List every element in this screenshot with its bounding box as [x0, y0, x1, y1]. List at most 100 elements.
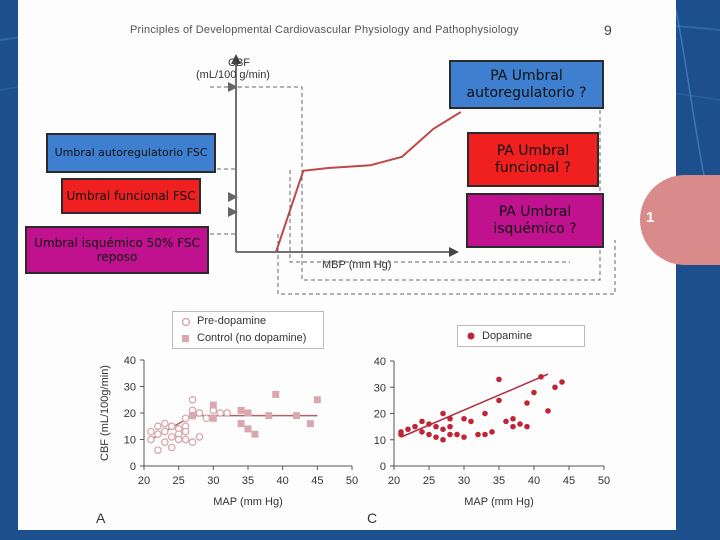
- callout-functional-left: Umbral funcional FSC: [61, 178, 201, 214]
- data-point-dopamine: [454, 431, 460, 438]
- y-tick-label: 30: [374, 382, 386, 394]
- data-point-pre-dopamine: [147, 435, 155, 444]
- data-point-pre-dopamine: [181, 435, 190, 444]
- fit-line: [400, 373, 549, 438]
- data-point-dopamine: [447, 431, 453, 438]
- data-point-control: [293, 412, 301, 420]
- y-tick-label: 30: [124, 382, 136, 394]
- y-tick-label: 20: [124, 408, 136, 420]
- data-point-dopamine: [447, 423, 453, 430]
- data-point-dopamine: [419, 418, 425, 425]
- y-tick-label: 0: [130, 461, 136, 473]
- top-ylabel-line2: (mL/100 g/min): [196, 69, 270, 81]
- data-point-pre-dopamine: [167, 422, 176, 431]
- data-point-pre-dopamine: [154, 446, 162, 454]
- x-tick-label: 25: [173, 475, 185, 487]
- data-point-pre-dopamine: [167, 432, 176, 441]
- callout-autoreg-right-text: PA Umbral autoregulatorio ?: [466, 67, 587, 101]
- top-y-arrow: [231, 54, 241, 64]
- y-tick-label: 20: [374, 409, 386, 421]
- y-tick-label: 10: [374, 435, 386, 447]
- data-point-dopamine: [503, 418, 509, 425]
- callout-ischemic-left: Umbral isquémico 50% FSC reposo: [25, 226, 209, 274]
- data-point-dopamine: [398, 431, 404, 438]
- data-point-dopamine: [510, 415, 516, 422]
- data-point-control: [237, 420, 245, 428]
- data-point-pre-dopamine: [195, 409, 204, 417]
- data-point-pre-dopamine: [181, 414, 190, 423]
- data-point-control: [189, 412, 197, 420]
- panel-c-label: C: [367, 510, 378, 526]
- x-tick-label: 30: [458, 475, 470, 487]
- panel-a-label: A: [96, 510, 106, 526]
- data-point-dopamine: [496, 397, 502, 404]
- legend-panel-c: Dopamine: [457, 325, 585, 347]
- chapter-tab-number: 1: [646, 209, 655, 226]
- legend-control: Control (no dopamine): [197, 332, 307, 344]
- data-point-control: [209, 414, 217, 422]
- dashed-ischemic: [210, 233, 616, 295]
- legend-dopamine: Dopamine: [482, 330, 533, 342]
- x-tick-label: 25: [423, 475, 435, 487]
- legend-panel-a: Pre-dopamine Control (no dopamine): [172, 311, 324, 349]
- data-point-pre-dopamine: [181, 427, 190, 436]
- callout-ischemic-left-text: Umbral isquémico 50% FSC reposo: [34, 235, 200, 264]
- data-point-pre-dopamine: [195, 432, 204, 441]
- data-point-control: [272, 390, 280, 398]
- x-tick-label: 35: [493, 475, 505, 487]
- data-point-pre-dopamine: [202, 414, 211, 423]
- data-point-dopamine: [482, 410, 488, 417]
- legend-square-icon: [182, 335, 189, 342]
- data-point-control: [237, 406, 245, 414]
- top-ylabel-line1: CBF: [228, 57, 250, 69]
- data-point-pre-dopamine: [154, 430, 162, 439]
- x-axis-label: MAP (mm Hg): [213, 496, 282, 508]
- data-point-dopamine: [440, 436, 446, 443]
- legend-filled-circle-icon: [467, 332, 475, 340]
- data-point-pre-dopamine: [188, 395, 197, 404]
- panel-a-chart: 20 25 30 35 40 45 50 0 10 20 30 40 MAP (mm Hg) CBF (m…: [99, 355, 358, 508]
- data-point-control: [244, 425, 252, 433]
- data-point-pre-dopamine: [167, 443, 176, 452]
- x-tick-label: 40: [277, 475, 289, 487]
- data-point-dopamine: [433, 434, 439, 440]
- data-point-pre-dopamine: [147, 427, 155, 436]
- data-point-pre-dopamine: [223, 409, 232, 417]
- data-point-dopamine: [475, 431, 481, 438]
- x-tick-label: 50: [346, 475, 358, 487]
- callout-autoreg-left: Umbral autoregulatorio FSC: [46, 133, 216, 173]
- data-point-control: [313, 396, 321, 404]
- arrow-functional: [228, 192, 238, 202]
- callout-autoreg-right: PA Umbral autoregulatorio ?: [449, 60, 604, 109]
- data-point-dopamine: [440, 410, 446, 417]
- top-xlabel: MBP (mm Hg): [322, 259, 391, 271]
- data-point-dopamine: [419, 429, 425, 435]
- x-axis-label: MAP (mm Hg): [464, 496, 533, 508]
- callout-functional-right: PA Umbral funcional ?: [467, 132, 599, 187]
- legend-pre-dopamine: Pre-dopamine: [197, 315, 267, 327]
- y-tick-label: 40: [374, 356, 386, 368]
- page-number: 9: [604, 22, 612, 38]
- data-point-dopamine: [524, 423, 530, 430]
- data-point-dopamine: [405, 426, 411, 433]
- callout-ischemic-right: PA Umbral isquémico ?: [466, 193, 604, 248]
- data-point-pre-dopamine: [160, 438, 169, 446]
- x-tick-label: 20: [138, 475, 150, 487]
- callout-autoreg-left-text: Umbral autoregulatorio FSC: [54, 146, 208, 160]
- autoregulation-curve: [275, 111, 462, 253]
- x-tick-label: 30: [207, 475, 219, 487]
- data-point-pre-dopamine: [160, 427, 169, 436]
- data-point-dopamine: [412, 423, 418, 430]
- data-point-pre-dopamine: [154, 422, 162, 431]
- data-point-dopamine: [426, 431, 432, 438]
- data-point-dopamine: [461, 434, 467, 440]
- y-tick-label: 40: [124, 355, 136, 367]
- data-point-dopamine: [426, 421, 432, 427]
- data-point-dopamine: [489, 429, 495, 435]
- y-tick-label: 10: [124, 435, 136, 447]
- data-point-control: [209, 401, 217, 409]
- data-point-dopamine: [496, 376, 502, 383]
- x-tick-label: 45: [563, 475, 575, 487]
- data-point-pre-dopamine: [174, 435, 183, 444]
- data-point-dopamine: [524, 400, 530, 406]
